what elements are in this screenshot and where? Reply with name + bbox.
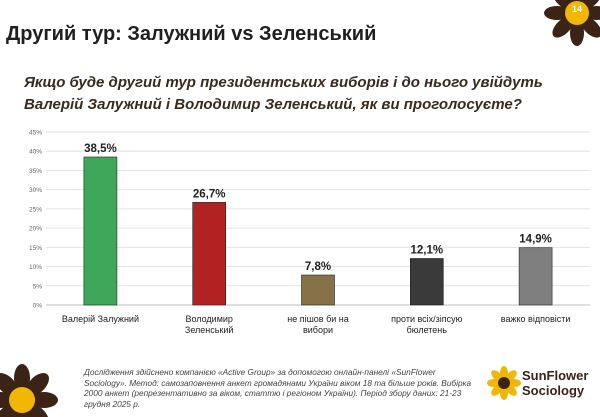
y-tick-label: 40%	[29, 149, 42, 156]
bar	[518, 247, 553, 306]
logo-line-1: SunFlower	[522, 368, 589, 383]
bar	[83, 156, 118, 306]
data-label: 7,8%	[305, 261, 331, 273]
data-label: 38,5%	[84, 143, 117, 155]
bar	[409, 258, 444, 306]
y-tick-label: 5%	[33, 283, 43, 290]
category-label: важко відповісти	[501, 314, 571, 324]
y-tick-label: 15%	[29, 245, 42, 252]
y-tick-label: 25%	[29, 206, 42, 213]
logo-line-2: Sociology	[522, 383, 585, 398]
category-label: не пішов би на вибори	[287, 314, 349, 335]
y-tick-label: 35%	[29, 168, 42, 175]
logo-text: SunFlower Sociology	[522, 368, 588, 398]
y-tick-label: 45%	[29, 130, 42, 137]
bar	[301, 274, 335, 306]
data-label: 12,1%	[410, 244, 443, 256]
data-label: 14,9%	[519, 234, 552, 246]
page-title: Другий тур: Залужний vs Зеленський	[6, 23, 377, 45]
y-tick-label: 20%	[29, 226, 42, 233]
data-label: 26,7%	[193, 188, 226, 200]
y-tick-label: 10%	[29, 264, 42, 271]
y-tick-label: 30%	[29, 187, 42, 194]
logo-sunflower-icon	[487, 366, 521, 400]
survey-question: Якщо буде другий тур президентських вибо…	[24, 74, 543, 113]
category-label: Валерій Залужний	[62, 314, 139, 324]
bar	[192, 202, 226, 306]
category-label: проти всіх/зіпсую бюлетень	[391, 314, 463, 335]
category-label: Володимир Зеленський	[185, 314, 234, 335]
y-tick-label: 0%	[33, 303, 43, 310]
methodology-footnote: Дослідження здійснено компанією «Active …	[84, 367, 472, 409]
page-number: 14	[571, 4, 582, 14]
